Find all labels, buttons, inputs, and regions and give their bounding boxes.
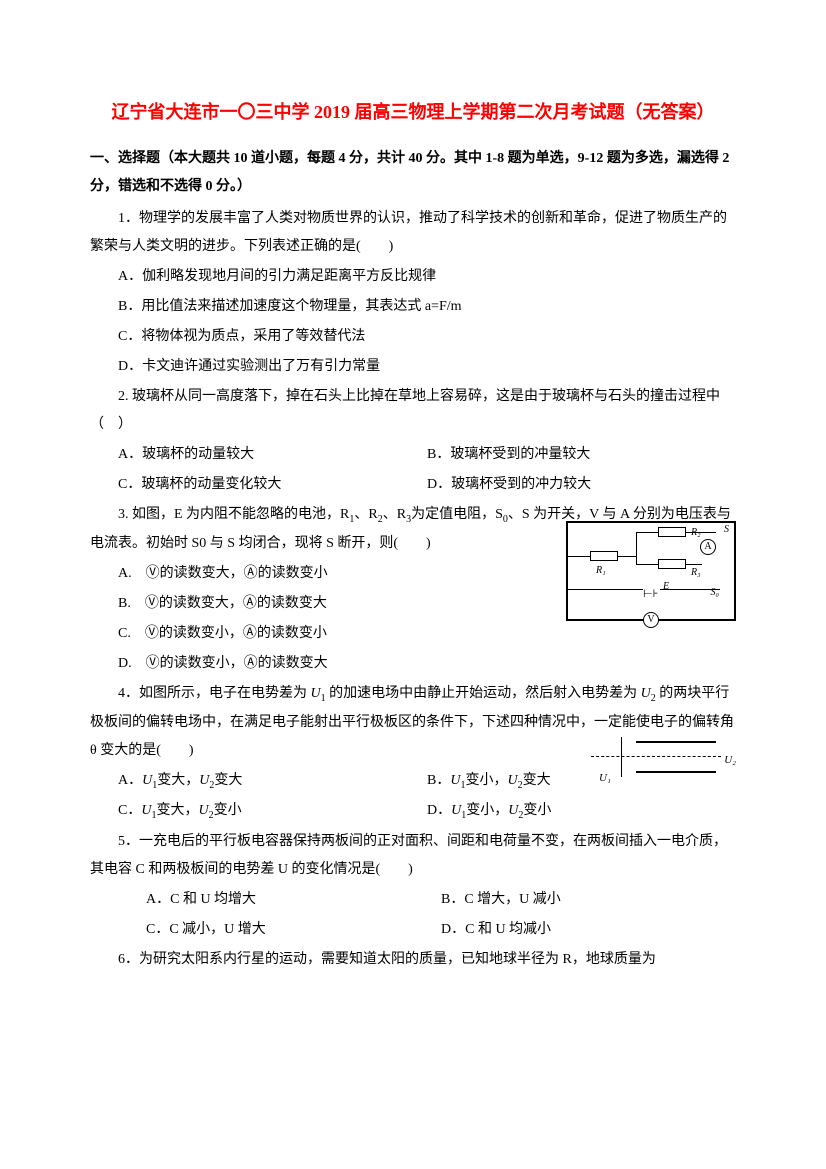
q3-option-c: C. Ⓥ的读数变小，Ⓐ的读数变小: [90, 620, 736, 648]
q2-option-c: C．玻璃杯的动量变化较大: [118, 471, 427, 499]
q4-u1: U: [311, 686, 321, 701]
q4-stem-part2: 的加速电场中由静止开始运动，然后射入电势差为: [326, 686, 641, 701]
r2-label: R₂: [691, 523, 701, 543]
parallel-plates-diagram: U₁ U₂: [591, 735, 731, 790]
q5-stem: 5．一充电后的平行板电容器保持两板间的正对面积、间距和电荷量不变，在两板间插入一…: [90, 828, 736, 884]
q3-stem-part2: 、R: [354, 507, 377, 522]
ammeter-icon: A: [700, 539, 716, 555]
top-plate: [636, 741, 716, 743]
r1-label: R₁: [596, 561, 606, 581]
resistor-r3: [658, 559, 686, 569]
voltmeter-icon: V: [643, 612, 659, 628]
q3-c-text: Ⓥ的读数变小，Ⓐ的读数变小: [145, 626, 327, 641]
q3-a-text: Ⓥ的读数变大，Ⓐ的读数变小: [146, 566, 328, 581]
q3-stem-part4: 为定值电阻，S: [411, 507, 503, 522]
switch-s0-label: S₀: [711, 583, 719, 603]
q1-option-c: C．将物体视为质点，采用了等效替代法: [90, 323, 736, 351]
q3-option-d: D. Ⓥ的读数变小，Ⓐ的读数变大: [90, 650, 736, 678]
q5-option-c: C．C 减小，U 增大: [146, 916, 441, 944]
u2-label: U₂: [724, 749, 736, 771]
q4-stem-part1: 4．如图所示，电子在电势差为: [118, 686, 311, 701]
q3-stem-part1: 3. 如图，E 为内阻不能忽略的电池，R: [118, 507, 349, 522]
q5-option-a: A．C 和 U 均增大: [146, 886, 441, 914]
q4-option-a: A．U1变大，U2变大: [118, 767, 427, 796]
q4-option-c: C．U1变大，U2变小: [118, 797, 427, 826]
circuit-diagram: R₁ R₂ R₃ A V ⊢⊦ E S S₀: [566, 521, 736, 621]
electron-path: [591, 756, 721, 757]
switch-s-label: S: [724, 520, 729, 540]
q5-option-d: D．C 和 U 均减小: [441, 916, 736, 944]
battery-label: E: [663, 577, 669, 597]
q3-d-pre: D.: [118, 656, 146, 671]
q1-option-a: A．伽利略发现地月间的引力满足距离平方反比规律: [90, 263, 736, 291]
q1-option-d: D．卡文迪许通过实验测出了万有引力常量: [90, 353, 736, 381]
r3-label: R₃: [691, 563, 701, 583]
document-title: 辽宁省大连市一〇三中学 2019 届高三物理上学期第二次月考试题（无答案）: [90, 90, 736, 135]
q2-option-b: B．玻璃杯受到的冲量较大: [427, 441, 736, 469]
q3-a-pre: A.: [118, 566, 146, 581]
q3-stem-part3: 、R: [383, 507, 406, 522]
q3-block: 3. 如图，E 为内阻不能忽略的电池，R1、R2、R3为定值电阻，S0、S 为开…: [90, 501, 736, 678]
q4-option-d: D．U1变小，U2变小: [427, 797, 736, 826]
q4-block: 4．如图所示，电子在电势差为 U1 的加速电场中由静止开始运动，然后射入电势差为…: [90, 680, 736, 826]
q3-d-text: Ⓥ的读数变小，Ⓐ的读数变大: [146, 656, 328, 671]
accel-plate: [621, 737, 622, 777]
q1-stem: 1．物理学的发展丰富了人类对物质世界的认识，推动了科学技术的创新和革命，促进了物…: [90, 205, 736, 261]
section-header-1: 一、选择题（本大题共 10 道小题，每题 4 分，共计 40 分。其中 1-8 …: [90, 145, 736, 201]
q1-option-b: B．用比值法来描述加速度这个物理量，其表达式 a=F/m: [90, 293, 736, 321]
q4-u2: U: [641, 686, 651, 701]
q5-option-b: B．C 增大，U 减小: [441, 886, 736, 914]
q2-stem: 2. 玻璃杯从同一高度落下，掉在石头上比掉在草地上容易碎，这是由于玻璃杯与石头的…: [90, 383, 736, 439]
q2-option-a: A．玻璃杯的动量较大: [118, 441, 427, 469]
resistor-r2: [658, 527, 686, 537]
q3-c-pre: C.: [118, 626, 145, 641]
resistor-r1: [590, 551, 618, 561]
u1-label: U₁: [599, 767, 611, 789]
q3-b-text: Ⓥ的读数变大，Ⓐ的读数变大: [145, 596, 327, 611]
q6-stem: 6．为研究太阳系内行星的运动，需要知道太阳的质量，已知地球半径为 R，地球质量为: [90, 946, 736, 974]
q2-option-d: D．玻璃杯受到的冲力较大: [427, 471, 736, 499]
q3-b-pre: B.: [118, 596, 145, 611]
battery-icon: ⊢⊦: [643, 583, 658, 605]
bottom-plate: [636, 771, 716, 773]
